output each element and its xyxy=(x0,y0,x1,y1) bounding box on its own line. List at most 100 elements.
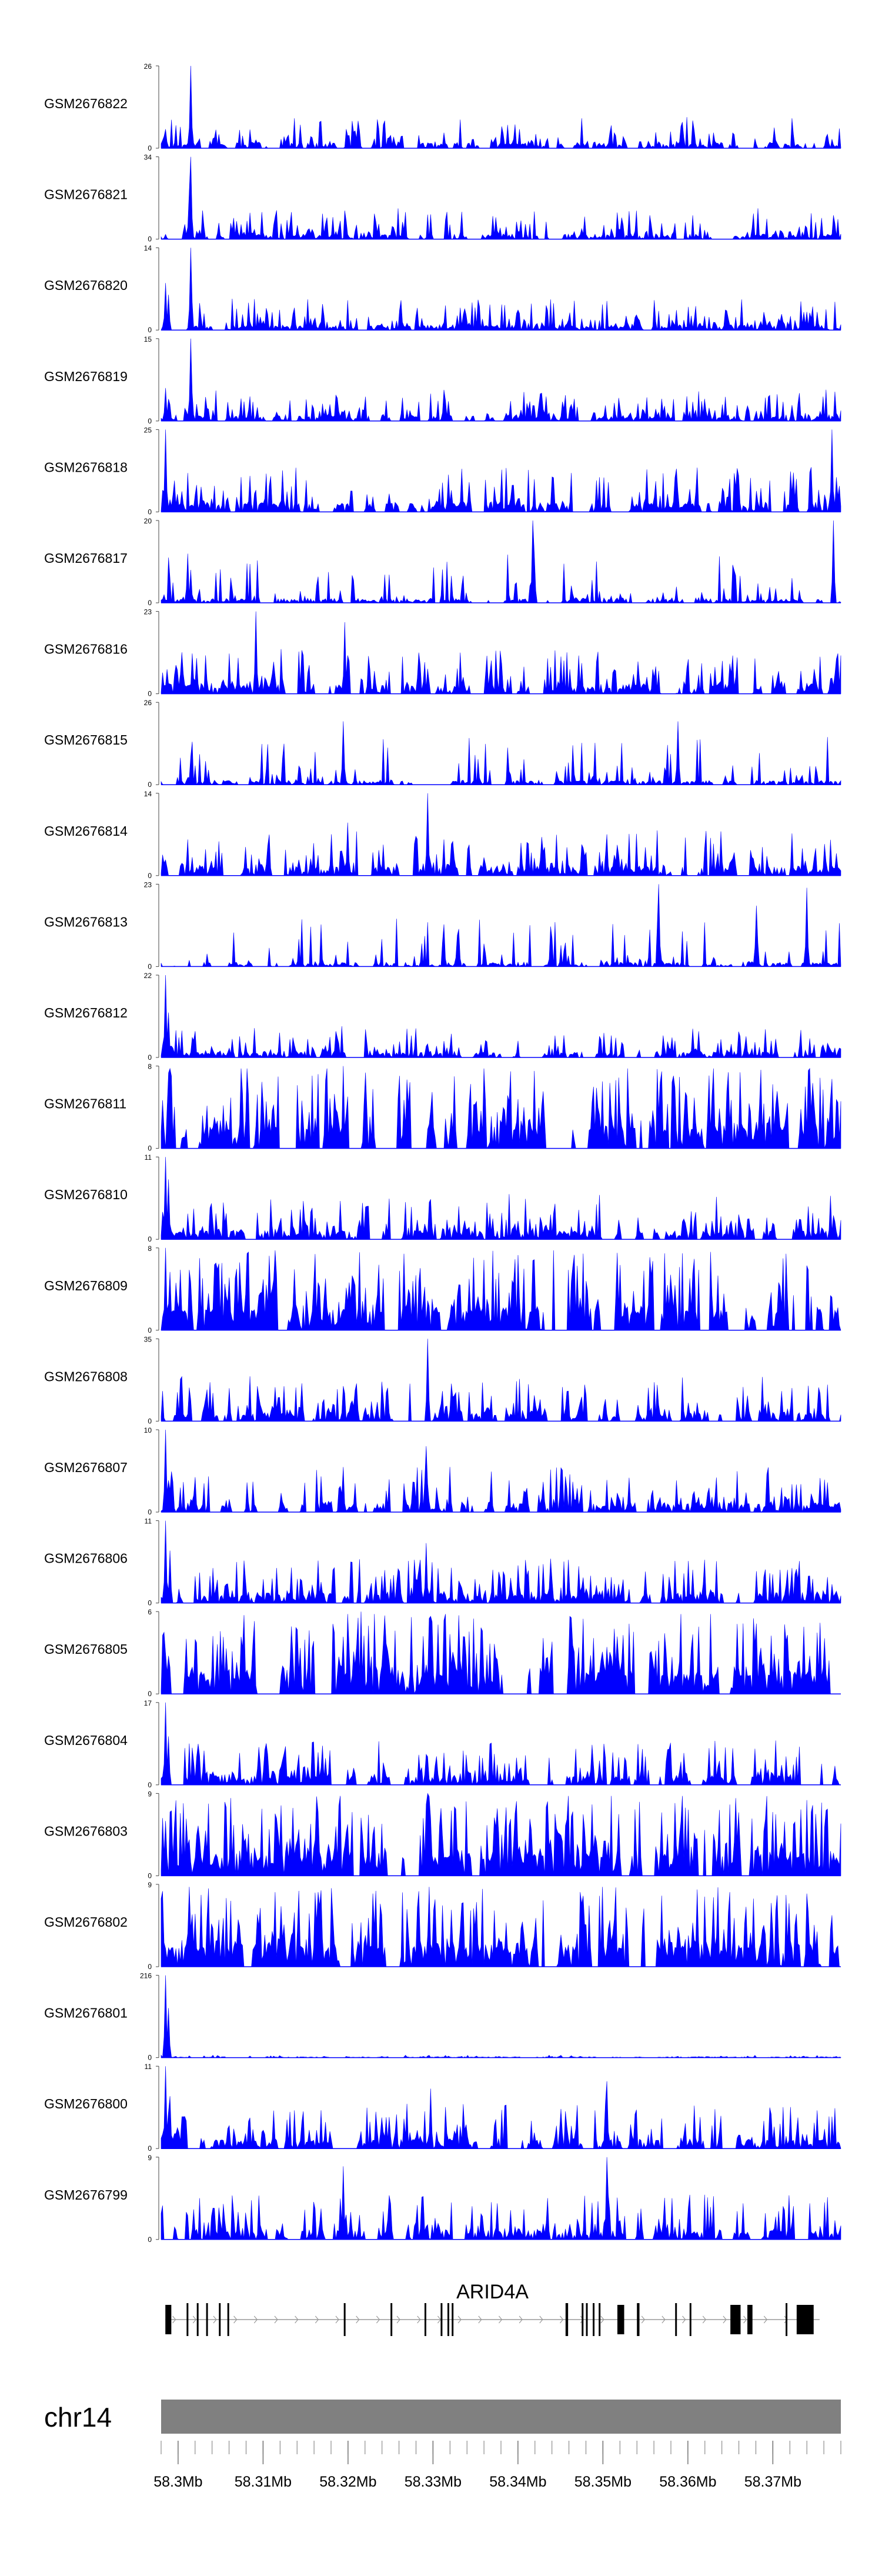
y-zero-label: 0 xyxy=(148,235,152,243)
track-GSM2676810: GSM2676810 11 0 xyxy=(44,1153,841,1243)
chromosome-band xyxy=(161,2400,841,2434)
coverage-area xyxy=(161,338,841,422)
track-label: GSM2676804 xyxy=(44,1733,128,1748)
coverage-area xyxy=(161,1702,841,1786)
track-label: GSM2676801 xyxy=(44,2006,128,2021)
exon xyxy=(675,2303,677,2336)
y-max-label: 9 xyxy=(148,1790,152,1798)
track-GSM2676815: GSM2676815 26 0 xyxy=(44,699,841,789)
coverage-area xyxy=(161,1429,841,1513)
track-GSM2676820: GSM2676820 14 0 xyxy=(44,244,841,334)
position-label: 58.34Mb xyxy=(489,2474,546,2490)
track-label: GSM2676808 xyxy=(44,1369,128,1384)
track-GSM2676806: GSM2676806 11 0 xyxy=(44,1517,841,1607)
y-max-label: 26 xyxy=(144,62,152,71)
coverage-area xyxy=(161,793,841,876)
y-zero-label: 0 xyxy=(148,690,152,698)
exon xyxy=(440,2303,443,2336)
strand-arrow xyxy=(743,2315,747,2324)
strand-arrow xyxy=(172,2315,176,2324)
track-label: GSM2676822 xyxy=(44,96,128,111)
track-label: GSM2676812 xyxy=(44,1005,128,1020)
y-zero-label: 0 xyxy=(148,1690,152,1698)
track-label: GSM2676799 xyxy=(44,2187,128,2203)
track-label: GSM2676806 xyxy=(44,1551,128,1566)
y-max-label: 25 xyxy=(144,426,152,434)
track-label: GSM2676811 xyxy=(44,1096,126,1112)
exon xyxy=(186,2303,189,2336)
strand-arrow xyxy=(682,2315,686,2324)
y-max-label: 11 xyxy=(145,2063,152,2071)
strand-arrow xyxy=(723,2315,727,2324)
y-max-label: 35 xyxy=(144,1335,152,1343)
strand-arrow xyxy=(417,2315,421,2324)
y-max-label: 216 xyxy=(140,1972,152,1980)
exon xyxy=(565,2303,569,2336)
position-label: 58.31Mb xyxy=(235,2474,292,2490)
exon xyxy=(206,2303,208,2336)
position-label: 58.3Mb xyxy=(153,2474,202,2490)
exon xyxy=(689,2303,691,2336)
y-zero-label: 0 xyxy=(148,599,152,607)
strand-arrow xyxy=(600,2315,604,2324)
coverage-area xyxy=(161,721,841,786)
track-label: GSM2676815 xyxy=(44,732,128,748)
y-zero-label: 0 xyxy=(148,1599,152,1607)
strand-arrow xyxy=(457,2315,462,2324)
track-label: GSM2676800 xyxy=(44,2096,128,2111)
coverage-area xyxy=(161,611,841,695)
strand-arrow xyxy=(763,2315,768,2324)
exon xyxy=(582,2303,584,2336)
y-zero-label: 0 xyxy=(148,962,152,970)
exon xyxy=(196,2303,199,2336)
track-GSM2676809: GSM2676809 8 0 xyxy=(44,1244,841,1334)
strand-arrow xyxy=(253,2315,258,2324)
y-zero-label: 0 xyxy=(148,780,152,789)
exon xyxy=(730,2305,741,2334)
y-zero-label: 0 xyxy=(148,417,152,425)
exon xyxy=(637,2303,640,2336)
track-GSM2676800: GSM2676800 11 0 xyxy=(44,2063,841,2153)
coverage-area xyxy=(161,1793,841,1876)
track-GSM2676807: GSM2676807 10 0 xyxy=(44,1426,841,1516)
coverage-area xyxy=(161,1611,841,1694)
exon xyxy=(390,2303,393,2336)
strand-arrow xyxy=(192,2315,197,2324)
y-max-label: 14 xyxy=(144,790,152,798)
coverage-area xyxy=(161,1520,841,1604)
track-label: GSM2676813 xyxy=(44,914,128,929)
track-label: GSM2676807 xyxy=(44,1460,128,1475)
coverage-area xyxy=(161,248,841,331)
coverage-area xyxy=(161,520,841,603)
exon xyxy=(343,2303,346,2336)
y-zero-label: 0 xyxy=(148,1781,152,1789)
exon xyxy=(452,2303,454,2336)
y-max-label: 23 xyxy=(144,880,152,889)
y-zero-label: 0 xyxy=(148,1508,152,1516)
chromosome-label: chr14 xyxy=(44,2402,112,2432)
strand-arrow xyxy=(233,2315,238,2324)
y-max-label: 17 xyxy=(144,1699,152,1707)
track-GSM2676804: GSM2676804 17 0 xyxy=(44,1699,841,1789)
position-label: 58.32Mb xyxy=(319,2474,376,2490)
y-zero-label: 0 xyxy=(148,1963,152,1971)
exon xyxy=(593,2303,595,2336)
strand-arrow xyxy=(702,2315,707,2324)
strand-arrow xyxy=(560,2315,564,2324)
exon xyxy=(586,2303,588,2336)
strand-arrow xyxy=(335,2315,339,2324)
track-GSM2676818: GSM2676818 25 0 xyxy=(44,426,841,516)
track-GSM2676814: GSM2676814 14 0 xyxy=(44,790,841,880)
coverage-area xyxy=(161,1975,841,2058)
position-label: 58.36Mb xyxy=(659,2474,716,2490)
strand-arrow xyxy=(498,2315,503,2324)
y-max-label: 9 xyxy=(148,1881,152,1889)
coverage-area xyxy=(161,65,841,149)
coverage-tracks: GSM2676822260GSM2676821340GSM2676820140G… xyxy=(44,62,841,2244)
track-label: GSM2676802 xyxy=(44,1914,128,1930)
coverage-area xyxy=(161,1339,841,1422)
y-max-label: 15 xyxy=(144,335,152,343)
track-GSM2676811: GSM2676811 8 0 xyxy=(44,1063,841,1153)
exon xyxy=(786,2303,788,2336)
exon xyxy=(219,2303,221,2336)
